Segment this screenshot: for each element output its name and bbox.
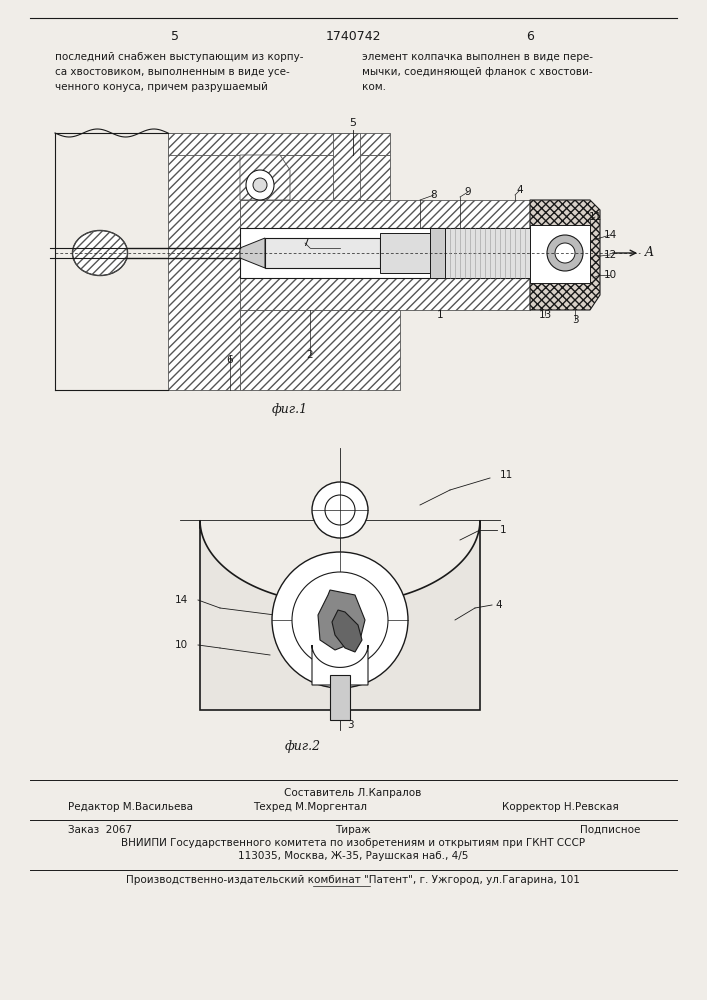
Text: 14: 14	[603, 230, 617, 240]
Text: Техред М.Моргентал: Техред М.Моргентал	[253, 802, 367, 812]
Polygon shape	[240, 310, 400, 390]
Polygon shape	[430, 228, 445, 278]
Text: Производственно-издательский комбинат "Патент", г. Ужгород, ул.Гагарина, 101: Производственно-издательский комбинат "П…	[126, 875, 580, 885]
Text: 4: 4	[495, 600, 502, 610]
Text: 5: 5	[171, 29, 179, 42]
Text: Составитель Л.Капралов: Составитель Л.Капралов	[284, 788, 421, 798]
Polygon shape	[530, 200, 600, 310]
Polygon shape	[240, 238, 265, 268]
Text: 3: 3	[572, 315, 578, 325]
Text: 6: 6	[227, 355, 233, 365]
Ellipse shape	[73, 231, 127, 275]
Text: элемент колпачка выполнен в виде пере-
мычки, соединяющей фланок с хвостови-
ком: элемент колпачка выполнен в виде пере- м…	[362, 52, 593, 92]
Polygon shape	[380, 233, 430, 273]
Polygon shape	[240, 200, 530, 228]
Text: 5: 5	[349, 118, 356, 128]
Polygon shape	[312, 645, 368, 685]
Text: фиг.1: фиг.1	[272, 403, 308, 416]
Text: 6: 6	[526, 29, 534, 42]
Text: последний снабжен выступающим из корпу-
са хвостовиком, выполненным в виде усе-
: последний снабжен выступающим из корпу- …	[55, 52, 303, 92]
Polygon shape	[168, 133, 240, 390]
Circle shape	[555, 243, 575, 263]
Bar	[240, 228, 530, 278]
Ellipse shape	[253, 178, 267, 192]
Text: 8: 8	[431, 190, 438, 200]
Circle shape	[325, 495, 355, 525]
Ellipse shape	[246, 170, 274, 200]
Polygon shape	[200, 520, 480, 710]
Text: 1740742: 1740742	[325, 29, 381, 42]
Text: 9: 9	[464, 187, 472, 197]
Text: 11: 11	[588, 212, 602, 222]
Text: 14: 14	[175, 595, 188, 605]
Text: Корректор Н.Ревская: Корректор Н.Ревская	[502, 802, 619, 812]
Text: 4: 4	[517, 185, 523, 195]
Text: ВНИИПИ Государственного комитета по изобретениям и открытиям при ГКНТ СССР: ВНИИПИ Государственного комитета по изоб…	[121, 838, 585, 848]
Text: 1: 1	[500, 525, 507, 535]
Text: Заказ  2067: Заказ 2067	[68, 825, 132, 835]
Polygon shape	[333, 133, 360, 200]
Polygon shape	[168, 133, 390, 155]
Polygon shape	[318, 590, 365, 650]
Text: 3: 3	[346, 720, 354, 730]
Polygon shape	[280, 155, 390, 200]
Polygon shape	[240, 155, 290, 200]
Text: 10: 10	[604, 270, 617, 280]
Text: 13: 13	[538, 310, 551, 320]
Circle shape	[547, 235, 583, 271]
Polygon shape	[240, 155, 280, 200]
Circle shape	[272, 552, 408, 688]
Text: 1: 1	[437, 310, 443, 320]
Text: 113035, Москва, Ж-35, Раушская наб., 4/5: 113035, Москва, Ж-35, Раушская наб., 4/5	[238, 851, 468, 861]
Polygon shape	[240, 278, 530, 310]
Text: 7: 7	[302, 238, 308, 248]
Bar	[330, 675, 350, 720]
Text: Тираж: Тираж	[335, 825, 370, 835]
Text: 10: 10	[175, 640, 188, 650]
Text: Подписное: Подписное	[580, 825, 641, 835]
Polygon shape	[265, 238, 380, 268]
Bar	[530, 225, 590, 283]
Text: A: A	[645, 246, 654, 259]
Circle shape	[292, 572, 388, 668]
Text: фиг.2: фиг.2	[285, 740, 321, 753]
Text: 2: 2	[307, 350, 313, 360]
Text: 12: 12	[603, 250, 617, 260]
Polygon shape	[332, 610, 362, 652]
Circle shape	[312, 482, 368, 538]
Text: Редактор М.Васильева: Редактор М.Васильева	[68, 802, 193, 812]
Text: 11: 11	[500, 470, 513, 480]
Polygon shape	[445, 228, 530, 278]
